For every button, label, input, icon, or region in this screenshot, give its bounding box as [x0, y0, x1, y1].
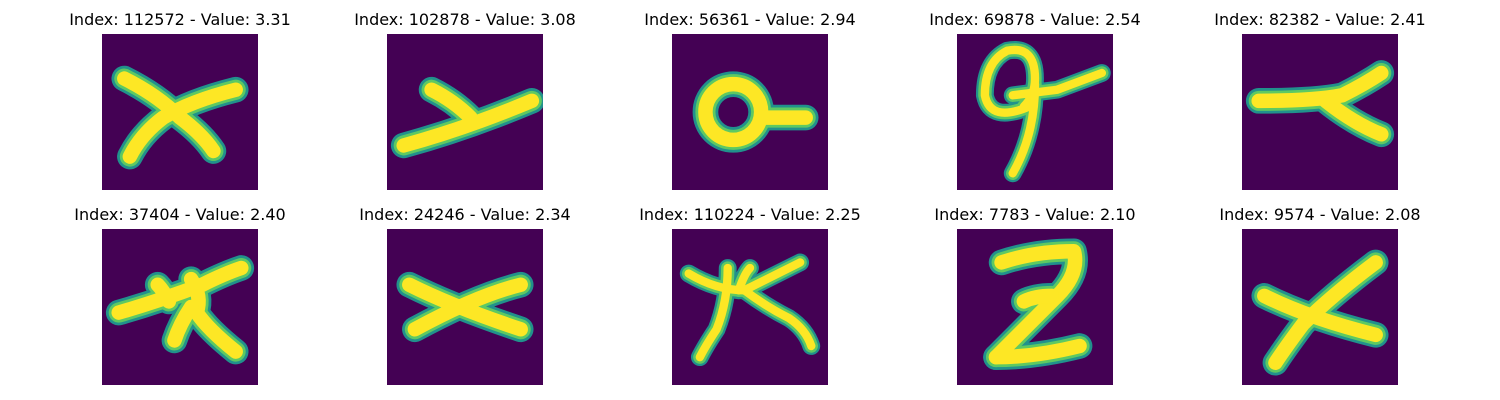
image-panel: Index: 7783 - Value: 2.10	[905, 205, 1165, 395]
digit-image-glyph	[957, 34, 1113, 190]
image-panel: Index: 69878 - Value: 2.54	[905, 10, 1165, 200]
panel-title: Index: 110224 - Value: 2.25	[639, 205, 861, 224]
digit-image	[672, 229, 828, 385]
panel-title: Index: 9574 - Value: 2.08	[1219, 205, 1421, 224]
digit-image-glyph	[1242, 34, 1398, 190]
digit-image-glyph	[1242, 229, 1398, 385]
digit-image-glyph	[387, 229, 543, 385]
image-panel: Index: 102878 - Value: 3.08	[335, 10, 595, 200]
digit-image	[957, 34, 1113, 190]
panel-title: Index: 37404 - Value: 2.40	[74, 205, 286, 224]
panel-title: Index: 24246 - Value: 2.34	[359, 205, 571, 224]
digit-image	[102, 34, 258, 190]
image-panel: Index: 56361 - Value: 2.94	[620, 10, 880, 200]
image-panel: Index: 112572 - Value: 3.31	[50, 10, 310, 200]
digit-image-glyph	[957, 229, 1113, 385]
panel-title: Index: 102878 - Value: 3.08	[354, 10, 576, 29]
digit-image-glyph	[102, 229, 258, 385]
digit-image-glyph	[102, 34, 258, 190]
panel-title: Index: 56361 - Value: 2.94	[644, 10, 856, 29]
image-panel: Index: 82382 - Value: 2.41	[1190, 10, 1450, 200]
panel-title: Index: 69878 - Value: 2.54	[929, 10, 1141, 29]
panel-title: Index: 112572 - Value: 3.31	[69, 10, 291, 29]
image-panel: Index: 37404 - Value: 2.40	[50, 205, 310, 395]
digit-image	[672, 34, 828, 190]
digit-image	[1242, 34, 1398, 190]
image-panel: Index: 9574 - Value: 2.08	[1190, 205, 1450, 395]
digit-image	[1242, 229, 1398, 385]
digit-image-glyph	[672, 34, 828, 190]
digit-image	[957, 229, 1113, 385]
digit-image	[102, 229, 258, 385]
image-panel: Index: 24246 - Value: 2.34	[335, 205, 595, 395]
panel-title: Index: 7783 - Value: 2.10	[934, 205, 1136, 224]
image-panel: Index: 110224 - Value: 2.25	[620, 205, 880, 395]
digit-image-glyph	[387, 34, 543, 190]
digit-image	[387, 229, 543, 385]
digit-image-glyph	[672, 229, 828, 385]
panel-title: Index: 82382 - Value: 2.41	[1214, 10, 1426, 29]
digit-image	[387, 34, 543, 190]
